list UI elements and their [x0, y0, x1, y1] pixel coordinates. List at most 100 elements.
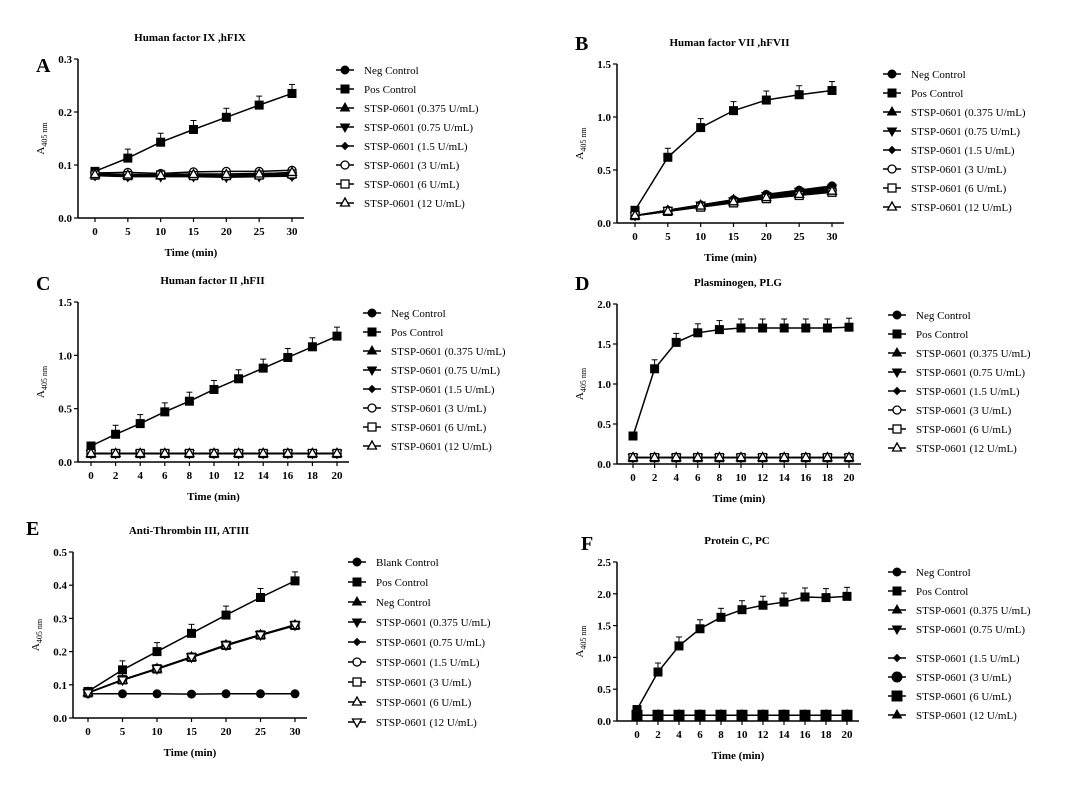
data-point — [729, 106, 738, 116]
y-tick-label: 2.0 — [597, 299, 611, 311]
legend-label: STSP-0601 (12 U/mL) — [916, 443, 1017, 455]
data-point — [662, 205, 674, 215]
x-tick-label: 14 — [258, 470, 270, 482]
x-tick-label: 6 — [695, 472, 701, 484]
panel-letter: B — [575, 33, 588, 55]
data-point — [290, 689, 300, 699]
y-tick-label: 0.3 — [58, 54, 72, 66]
legend-label: STSP-0601 (0.75 U/mL) — [391, 365, 500, 377]
series-1 — [630, 86, 837, 215]
data-point — [756, 451, 769, 462]
legend-marker-icon — [891, 671, 903, 683]
data-point — [758, 323, 768, 333]
legend-label: Blank Control — [376, 557, 439, 569]
x-tick-label: 16 — [800, 729, 812, 741]
data-point — [220, 168, 232, 179]
legend-item: STSP-0601 (6 U/mL) — [363, 422, 487, 434]
x-tick-label: 10 — [736, 472, 748, 484]
panel-A: A Human factor IX ,hFIX 0.0 0.1 0.2 0.3 0 5 10 15… — [35, 32, 479, 259]
x-tick-label: 20 — [761, 231, 773, 243]
x-tick-label: 4 — [137, 470, 143, 482]
legend-label: Pos Control — [376, 577, 428, 589]
y-tick-label: 1.5 — [597, 621, 611, 633]
data-point — [629, 209, 641, 220]
legend-marker-icon — [887, 145, 897, 155]
legend-item: STSP-0601 (0.75 U/mL) — [363, 365, 500, 377]
legend-item: Pos Control — [888, 329, 968, 341]
x-tick-label: 18 — [822, 472, 834, 484]
legend-marker-icon — [340, 141, 350, 151]
legend-item: STSP-0601 (0.375 U/mL) — [888, 603, 1031, 617]
x-tick-label: 10 — [209, 470, 221, 482]
y-tick-label: 1.5 — [597, 339, 611, 351]
legend-item: STSP-0601 (6 U/mL) — [888, 424, 1012, 436]
data-point — [118, 665, 127, 675]
legend-item: STSP-0601 (6 U/mL) — [348, 695, 472, 709]
data-point — [674, 641, 684, 651]
legend-item: Pos Control — [888, 586, 968, 598]
data-point — [332, 331, 342, 341]
legend-item: STSP-0601 (12 U/mL) — [883, 200, 1012, 214]
legend-marker-icon — [340, 179, 350, 189]
legend-item: STSP-0601 (12 U/mL) — [363, 439, 492, 453]
legend-marker-icon — [892, 567, 902, 577]
data-point — [715, 709, 727, 719]
legend-label: STSP-0601 (1.5 U/mL) — [916, 653, 1020, 665]
chart-title: Human factor IX ,hFIX — [134, 32, 246, 44]
legend-item: Neg Control — [348, 595, 431, 609]
legend-marker-icon — [352, 557, 362, 567]
legend-item: STSP-0601 (3 U/mL) — [888, 405, 1012, 417]
legend-label: Pos Control — [911, 88, 963, 100]
data-point — [287, 88, 297, 98]
x-tick-label: 0 — [92, 226, 98, 238]
x-tick-label: 30 — [290, 726, 302, 738]
legend-item: STSP-0601 (3 U/mL) — [336, 160, 460, 172]
x-tick-label: 12 — [233, 470, 245, 482]
data-point — [152, 647, 162, 657]
legend-marker-icon — [351, 718, 363, 729]
x-tick-label: 30 — [827, 231, 839, 243]
data-point — [122, 168, 134, 179]
legend-item: Pos Control — [336, 84, 416, 96]
x-tick-label: 0 — [630, 472, 636, 484]
legend-item: STSP-0601 (0.375 U/mL) — [883, 105, 1026, 119]
data-point — [209, 384, 219, 394]
panel-letter: C — [36, 273, 50, 295]
x-tick-label: 6 — [697, 729, 703, 741]
x-tick-label: 25 — [255, 726, 267, 738]
legend-marker-icon — [340, 65, 350, 75]
legend-item: Neg Control — [888, 567, 971, 579]
legend-marker-icon — [351, 695, 363, 706]
data-point — [331, 447, 343, 458]
x-tick-label: 25 — [794, 231, 806, 243]
data-point — [283, 352, 293, 362]
x-tick-label: 20 — [844, 472, 856, 484]
legend-item: STSP-0601 (3 U/mL) — [888, 671, 1012, 684]
legend-label: STSP-0601 (3 U/mL) — [364, 160, 460, 172]
data-point — [155, 169, 167, 180]
x-tick-label: 15 — [188, 226, 200, 238]
data-point — [187, 168, 200, 179]
y-tick-label: 2.0 — [597, 589, 611, 601]
legend-label: STSP-0601 (3 U/mL) — [391, 403, 487, 415]
data-point — [800, 592, 810, 602]
legend-label: STSP-0601 (3 U/mL) — [911, 164, 1007, 176]
x-tick-label: 15 — [728, 231, 740, 243]
x-tick-label: 25 — [254, 226, 266, 238]
data-point — [220, 641, 232, 652]
legend-label: STSP-0601 (12 U/mL) — [911, 202, 1012, 214]
legend-marker-icon — [352, 657, 362, 667]
data-point — [208, 447, 220, 458]
legend-label: Neg Control — [376, 597, 431, 609]
x-tick-label: 4 — [676, 729, 682, 741]
x-tick-label: 12 — [757, 472, 769, 484]
legend-item: STSP-0601 (12 U/mL) — [888, 708, 1017, 722]
panel-letter: A — [36, 55, 51, 77]
legend-item: STSP-0601 (3 U/mL) — [883, 164, 1007, 176]
legend-marker-icon — [351, 595, 363, 606]
legend-marker-icon — [891, 625, 903, 636]
data-point — [648, 451, 661, 462]
data-point — [185, 653, 198, 664]
data-point — [151, 664, 163, 675]
